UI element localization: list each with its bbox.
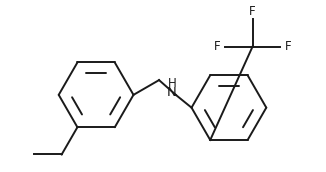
- Text: N: N: [167, 86, 177, 99]
- Text: H: H: [168, 77, 176, 90]
- Text: F: F: [249, 5, 256, 18]
- Text: F: F: [285, 40, 291, 53]
- Text: F: F: [214, 40, 220, 53]
